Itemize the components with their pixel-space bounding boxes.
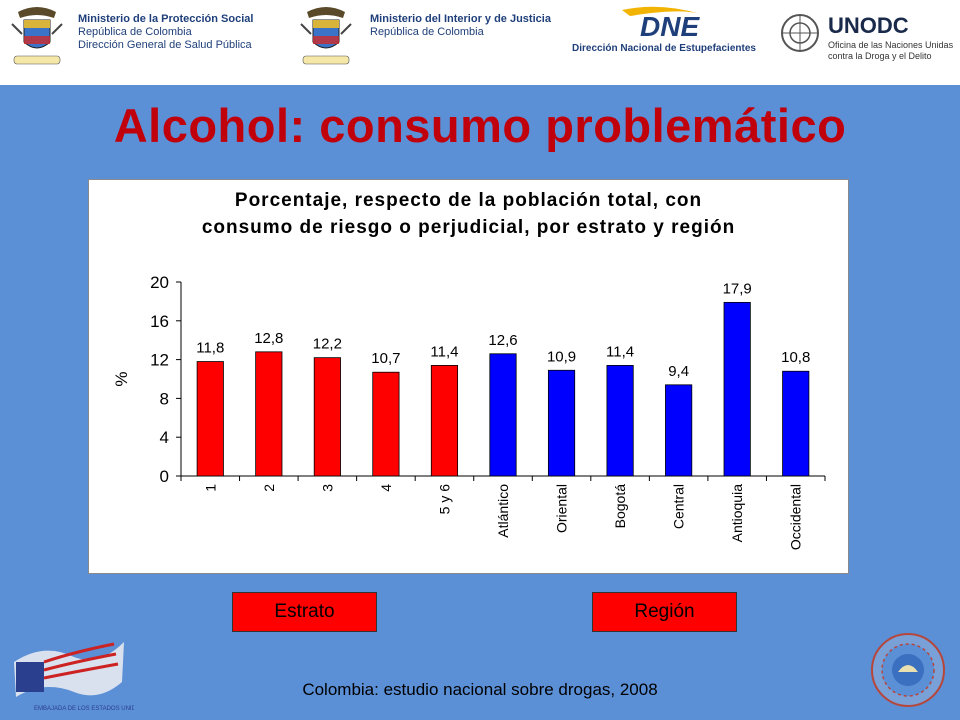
- x-tick-label: Atlántico: [495, 484, 511, 538]
- unodc-logo-icon: UNODC Oficina de las Naciones Unidas con…: [781, 13, 953, 61]
- ministry-proteccion-social: Ministerio de la Protección Social Repúb…: [78, 13, 253, 52]
- unodc-line1: Oficina de las Naciones Unidas: [828, 40, 953, 50]
- data-label: 10,7: [371, 350, 400, 367]
- unodc-acronym: UNODC: [828, 13, 909, 38]
- ministry-interior-justicia: Ministerio del Interior y de Justicia Re…: [370, 13, 551, 39]
- x-tick-label: 5 y 6: [436, 484, 452, 515]
- y-tick-label: 4: [160, 428, 169, 447]
- data-label: 11,8: [196, 340, 224, 357]
- x-tick-label: Bogotá: [612, 484, 628, 529]
- data-label: 10,9: [547, 348, 576, 365]
- bar-oriental: [547, 369, 576, 477]
- header-banner: Ministerio de la Protección Social Repúb…: [0, 0, 960, 85]
- bar-5-y-6: [430, 365, 459, 477]
- us-embassy-logo-icon: EMBAJADA DE LOS ESTADOS UNIDOS: [14, 642, 134, 712]
- data-label: 10,8: [781, 349, 810, 366]
- chart-panel: Porcentaje, respecto de la población tot…: [88, 179, 849, 574]
- data-label: 12,8: [254, 330, 283, 347]
- ministry1-country: República de Colombia: [78, 26, 192, 38]
- bar-occidental: [782, 370, 810, 477]
- chart-title-line2: consumo de riesgo o perjudicial, por est…: [201, 217, 736, 238]
- unodc-line2: contra la Droga y el Delito: [828, 51, 932, 61]
- y-tick-label: 12: [150, 351, 169, 370]
- data-label: 12,2: [313, 336, 342, 353]
- x-tick-label: Occidental: [788, 484, 804, 550]
- bar-atlántico: [489, 353, 517, 477]
- data-label: 9,4: [668, 363, 689, 380]
- data-label: 11,4: [606, 343, 634, 360]
- bar-2: [255, 351, 283, 477]
- bar-chart: 0 4 8 12 16 20% 11,8 1 12,8 2 12,2 3 10,7 4 11,4 5 y 6 1…: [112, 273, 826, 550]
- svg-text:EMBAJADA DE LOS ESTADOS UNIDOS: EMBAJADA DE LOS ESTADOS UNIDOS: [34, 706, 134, 712]
- data-label: 11,4: [430, 343, 458, 360]
- y-tick-label: 16: [150, 312, 169, 331]
- ministry2-name: Ministerio del Interior y de Justicia: [370, 13, 551, 25]
- dne-acronym: DNE: [640, 11, 700, 42]
- legend-estrato: Estrato: [232, 592, 377, 632]
- chart-title-line1: Porcentaje, respecto de la población tot…: [234, 190, 703, 211]
- dne-name: Dirección Nacional de Estupefacientes: [572, 43, 756, 54]
- data-label: 12,6: [488, 332, 517, 349]
- bar-antioquia: [723, 301, 751, 477]
- y-tick-label: 20: [150, 273, 169, 292]
- bar-3: [313, 357, 341, 477]
- data-label: 17,9: [723, 280, 752, 297]
- colombia-shield-icon: [11, 7, 63, 65]
- x-tick-label: Oriental: [554, 484, 570, 533]
- slide-title: Alcohol: consumo problemático: [113, 99, 847, 152]
- legend-region: Región: [592, 592, 737, 632]
- ministry1-name: Ministerio de la Protección Social: [78, 13, 254, 25]
- y-axis-label: %: [112, 371, 131, 386]
- bar-bogotá: [606, 365, 634, 477]
- bar-central: [665, 384, 693, 477]
- x-tick-label: 4: [378, 484, 394, 492]
- x-tick-label: Antioquia: [729, 484, 745, 543]
- bar-1: [196, 361, 224, 477]
- x-tick-label: 1: [202, 484, 218, 492]
- x-tick-label: 2: [261, 484, 277, 492]
- bar-4: [372, 371, 400, 477]
- ministry2-country: República de Colombia: [370, 26, 484, 38]
- x-tick-label: Central: [671, 484, 687, 529]
- colombia-shield-icon-2: [300, 7, 352, 65]
- oas-seal-icon: [871, 633, 945, 707]
- ministry1-direction: Dirección General de Salud Pública: [78, 39, 252, 51]
- dne-logo-icon: DNE Dirección Nacional de Estupefaciente…: [572, 6, 756, 54]
- y-tick-label: 0: [160, 467, 169, 486]
- y-tick-label: 8: [160, 389, 169, 408]
- footer-source: Colombia: estudio nacional sobre drogas,…: [302, 680, 658, 699]
- x-tick-label: 3: [319, 484, 335, 492]
